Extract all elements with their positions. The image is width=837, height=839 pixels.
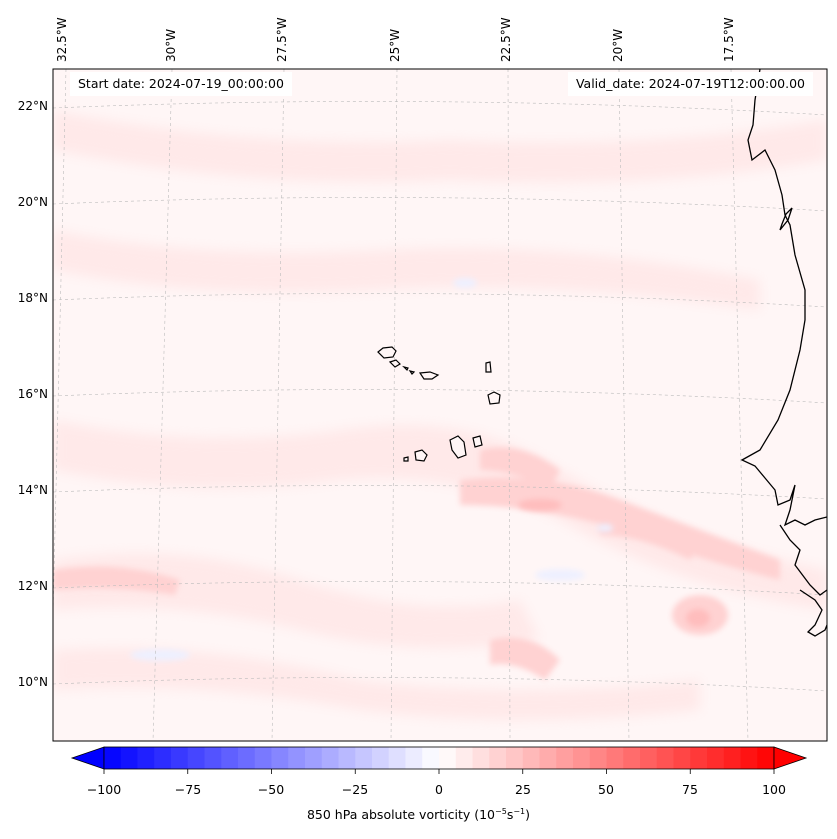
- colorbar-step: [723, 747, 741, 769]
- colorbar-step: [690, 747, 708, 769]
- colorbar-step: [606, 747, 624, 769]
- colorbar-step: [556, 747, 574, 769]
- lon-label: 27.5°W: [275, 17, 289, 62]
- colorbar-step: [539, 747, 557, 769]
- colorbar-step: [405, 747, 423, 769]
- colorbar-step: [355, 747, 373, 769]
- colorbar-tick-label: 100: [762, 782, 786, 797]
- colorbar-label-exponent: −1: [513, 807, 526, 816]
- colorbar-step: [238, 747, 256, 769]
- colorbar-tick-label: −100: [86, 782, 122, 797]
- colorbar-step: [757, 747, 775, 769]
- colorbar-step: [506, 747, 524, 769]
- colorbar-tick-label: 75: [682, 782, 698, 797]
- colorbar-step: [137, 747, 155, 769]
- map-frame: [52, 68, 828, 742]
- colorbar-step: [455, 747, 473, 769]
- lat-label: 10°N: [17, 675, 48, 689]
- colorbar-step: [171, 747, 189, 769]
- colorbar-step: [673, 747, 691, 769]
- colorbar-step: [204, 747, 222, 769]
- colorbar-step: [422, 747, 440, 769]
- colorbar-tick-label: 25: [515, 782, 531, 797]
- colorbar-label-exponent: −5: [495, 807, 507, 816]
- colorbar-step: [707, 747, 725, 769]
- colorbar-step: [623, 747, 641, 769]
- colorbar-step: [321, 747, 339, 769]
- vorticity-field: [53, 69, 827, 741]
- colorbar-step: [305, 747, 323, 769]
- colorbar-step: [120, 747, 138, 769]
- valid-date-label: Valid_date: 2024-07-19T12:00:00.00: [567, 72, 813, 96]
- colorbar-label: 850 hPa absolute vorticity (10−5s−1): [0, 807, 837, 822]
- colorbar-label-end: ): [525, 807, 531, 823]
- colorbar-step: [271, 747, 289, 769]
- lat-label: 16°N: [17, 387, 48, 401]
- cape-verde-islands: [377, 346, 501, 462]
- colorbar-step: [254, 747, 272, 769]
- colorbar-step: [472, 747, 490, 769]
- lon-label: 32.5°W: [55, 17, 69, 62]
- lon-label: 20°W: [611, 28, 625, 62]
- colorbar-step: [187, 747, 205, 769]
- lat-label: 12°N: [17, 579, 48, 593]
- colorbar-step: [522, 747, 540, 769]
- lat-label: 18°N: [17, 291, 48, 305]
- lat-label: 20°N: [17, 195, 48, 209]
- colorbar-step: [154, 747, 172, 769]
- colorbar-step: [388, 747, 406, 769]
- colorbar-step: [439, 747, 457, 769]
- colorbar-step: [338, 747, 356, 769]
- start-date-label: Start date: 2024-07-19_00:00:00: [70, 72, 292, 96]
- colorbar-step: [104, 747, 122, 769]
- map-gridlines: [53, 69, 827, 741]
- colorbar-tick-label: 50: [598, 782, 614, 797]
- colorbar-step: [740, 747, 758, 769]
- colorbar-step: [288, 747, 306, 769]
- lat-label: 14°N: [17, 483, 48, 497]
- colorbar-steps: [104, 747, 775, 769]
- colorbar-step: [489, 747, 507, 769]
- colorbar-tick-label: 0: [435, 782, 443, 797]
- colorbar-step: [372, 747, 390, 769]
- colorbar-step: [589, 747, 607, 769]
- lon-label: 25°W: [388, 28, 402, 62]
- lon-label: 17.5°W: [722, 17, 736, 62]
- colorbar-label-unit: s: [506, 807, 514, 823]
- colorbar-tick-label: −75: [174, 782, 202, 797]
- colorbar-step: [573, 747, 591, 769]
- lat-label: 22°N: [17, 99, 48, 113]
- colorbar-tick-label: −50: [257, 782, 285, 797]
- colorbar: [70, 746, 808, 774]
- colorbar-tick-label: −25: [341, 782, 369, 797]
- colorbar-label-text: 850 hPa absolute vorticity (10: [306, 807, 496, 823]
- colorbar-step: [221, 747, 239, 769]
- colorbar-step: [640, 747, 658, 769]
- coastline: [740, 69, 827, 637]
- lon-label: 22.5°W: [499, 17, 513, 62]
- colorbar-step: [656, 747, 674, 769]
- lon-label: 30°W: [164, 28, 178, 62]
- colorbar-extend-min: [70, 746, 105, 770]
- colorbar-extend-max: [773, 746, 808, 770]
